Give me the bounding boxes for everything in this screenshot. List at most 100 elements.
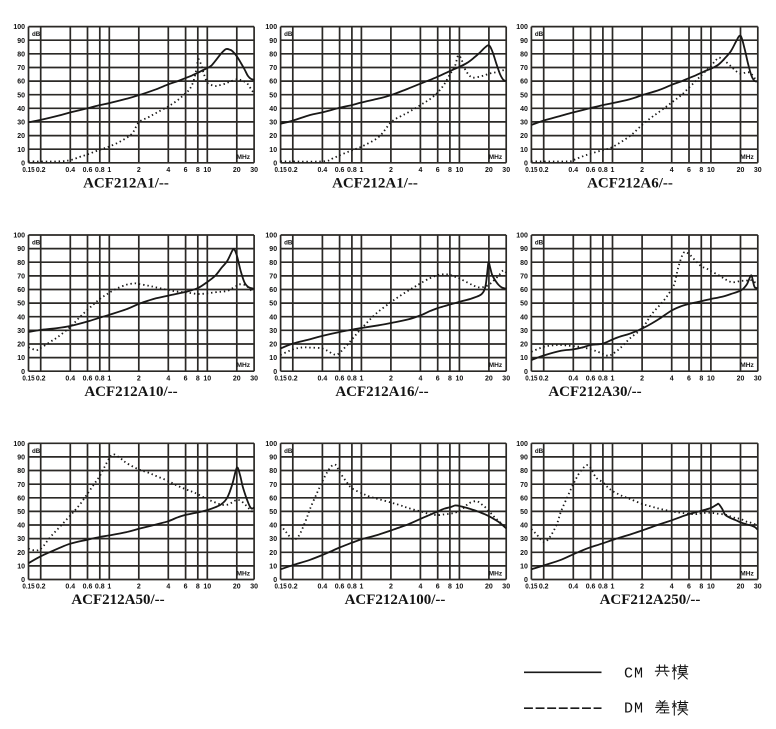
- svg-text:0: 0: [21, 160, 25, 167]
- svg-text:30: 30: [520, 120, 528, 127]
- svg-text:90: 90: [520, 38, 528, 45]
- svg-text:0.2: 0.2: [36, 167, 46, 174]
- svg-text:dB: dB: [284, 31, 293, 38]
- svg-text:8: 8: [448, 375, 452, 382]
- svg-text:20: 20: [233, 167, 241, 174]
- svg-text:0.4: 0.4: [568, 375, 578, 382]
- svg-text:20: 20: [269, 342, 277, 349]
- svg-text:DM: DM: [624, 701, 644, 718]
- svg-text:0.15: 0.15: [525, 584, 537, 591]
- svg-text:10: 10: [456, 375, 464, 382]
- svg-text:30: 30: [520, 328, 528, 335]
- svg-text:10: 10: [520, 147, 528, 154]
- svg-text:50: 50: [269, 301, 277, 308]
- svg-text:70: 70: [17, 65, 25, 72]
- svg-text:20: 20: [269, 133, 277, 140]
- svg-text:0.4: 0.4: [568, 167, 578, 174]
- svg-text:0.15: 0.15: [275, 167, 287, 174]
- svg-text:30: 30: [502, 375, 510, 382]
- svg-text:30: 30: [754, 167, 762, 174]
- svg-text:dB: dB: [535, 240, 544, 247]
- svg-text:0.8: 0.8: [95, 375, 105, 382]
- svg-text:dB: dB: [284, 240, 293, 247]
- svg-text:20: 20: [485, 375, 493, 382]
- svg-text:10: 10: [17, 147, 25, 154]
- svg-text:0.8: 0.8: [598, 375, 608, 382]
- svg-text:60: 60: [17, 495, 25, 502]
- svg-text:50: 50: [520, 509, 528, 516]
- svg-text:ACF212A10/--: ACF212A10/--: [84, 384, 177, 400]
- svg-text:30: 30: [754, 584, 762, 591]
- svg-text:0.6: 0.6: [586, 167, 596, 174]
- svg-text:30: 30: [17, 328, 25, 335]
- svg-text:90: 90: [17, 455, 25, 462]
- svg-text:6: 6: [436, 375, 440, 382]
- svg-text:0.4: 0.4: [318, 167, 328, 174]
- svg-text:2: 2: [640, 167, 644, 174]
- svg-text:60: 60: [520, 287, 528, 294]
- svg-text:80: 80: [269, 260, 277, 267]
- svg-text:60: 60: [520, 495, 528, 502]
- svg-text:1: 1: [359, 375, 363, 382]
- svg-text:8: 8: [699, 375, 703, 382]
- svg-text:10: 10: [269, 355, 277, 362]
- svg-text:1: 1: [107, 167, 111, 174]
- svg-text:10: 10: [707, 584, 715, 591]
- svg-text:6: 6: [687, 584, 691, 591]
- svg-text:dB: dB: [284, 448, 293, 455]
- svg-text:1: 1: [359, 167, 363, 174]
- svg-text:20: 20: [269, 550, 277, 557]
- svg-text:10: 10: [269, 147, 277, 154]
- svg-text:10: 10: [707, 375, 715, 382]
- svg-text:0.8: 0.8: [347, 584, 357, 591]
- svg-text:40: 40: [17, 106, 25, 113]
- svg-text:8: 8: [448, 584, 452, 591]
- svg-text:10: 10: [456, 584, 464, 591]
- svg-text:80: 80: [520, 51, 528, 58]
- svg-text:0.15: 0.15: [525, 375, 537, 382]
- svg-text:6: 6: [687, 167, 691, 174]
- svg-text:MHz: MHz: [740, 362, 754, 369]
- svg-text:0.6: 0.6: [335, 584, 345, 591]
- svg-text:20: 20: [737, 167, 745, 174]
- svg-text:0.6: 0.6: [586, 584, 596, 591]
- svg-text:20: 20: [233, 584, 241, 591]
- svg-text:dB: dB: [32, 448, 41, 455]
- svg-text:1: 1: [107, 375, 111, 382]
- svg-text:0: 0: [21, 369, 25, 376]
- svg-text:30: 30: [250, 584, 258, 591]
- svg-text:2: 2: [389, 584, 393, 591]
- svg-text:50: 50: [520, 301, 528, 308]
- svg-text:8: 8: [448, 167, 452, 174]
- svg-text:30: 30: [502, 167, 510, 174]
- svg-text:0.2: 0.2: [539, 167, 549, 174]
- svg-text:10: 10: [203, 375, 211, 382]
- svg-text:50: 50: [17, 92, 25, 99]
- svg-text:30: 30: [502, 584, 510, 591]
- svg-text:100: 100: [265, 441, 277, 448]
- svg-text:90: 90: [520, 455, 528, 462]
- svg-text:20: 20: [17, 342, 25, 349]
- svg-text:MHz: MHz: [237, 154, 251, 161]
- svg-text:30: 30: [520, 536, 528, 543]
- svg-text:20: 20: [17, 133, 25, 140]
- svg-text:10: 10: [456, 167, 464, 174]
- svg-text:2: 2: [389, 375, 393, 382]
- svg-text:ACF212A1/--: ACF212A1/--: [332, 176, 418, 192]
- svg-text:0.8: 0.8: [347, 375, 357, 382]
- svg-text:0.2: 0.2: [288, 375, 298, 382]
- svg-text:30: 30: [17, 536, 25, 543]
- svg-text:20: 20: [520, 550, 528, 557]
- svg-text:0.6: 0.6: [335, 375, 345, 382]
- svg-text:MHz: MHz: [237, 362, 251, 369]
- svg-text:0.15: 0.15: [22, 584, 34, 591]
- svg-text:100: 100: [13, 24, 25, 31]
- svg-text:40: 40: [520, 314, 528, 321]
- svg-text:80: 80: [520, 468, 528, 475]
- svg-text:80: 80: [520, 260, 528, 267]
- svg-text:30: 30: [269, 328, 277, 335]
- svg-text:0.6: 0.6: [83, 375, 93, 382]
- svg-text:0: 0: [524, 577, 528, 584]
- svg-text:90: 90: [269, 455, 277, 462]
- svg-text:100: 100: [13, 441, 25, 448]
